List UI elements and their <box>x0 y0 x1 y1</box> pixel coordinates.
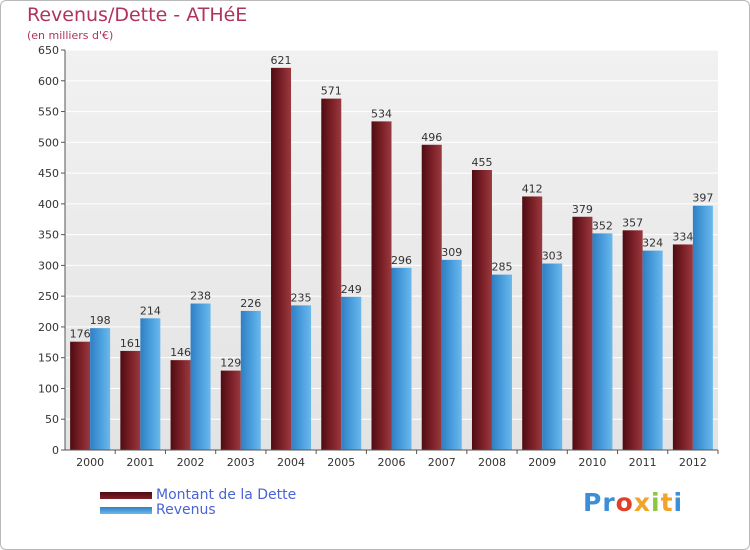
chart-subtitle: (en milliers d'€) <box>27 29 114 42</box>
data-label-revenus-2008: 285 <box>491 261 512 274</box>
x-tick-label: 2011 <box>629 456 657 469</box>
bar-dette-2009 <box>522 196 543 450</box>
proxiti-logo: Proxiti <box>583 488 683 517</box>
y-tick-label: 300 <box>38 259 59 272</box>
bar-revenus-2009 <box>542 263 563 450</box>
bar-dette-2001 <box>120 350 141 450</box>
y-tick-label: 250 <box>38 290 59 303</box>
y-tick-label: 350 <box>38 229 59 242</box>
data-label-dette-2010: 379 <box>572 203 593 216</box>
data-label-revenus-2006: 296 <box>391 254 412 267</box>
data-label-dette-2005: 571 <box>321 85 342 98</box>
x-tick-label: 2006 <box>378 456 406 469</box>
x-tick-label: 2001 <box>126 456 154 469</box>
bar-revenus-2007 <box>441 259 462 450</box>
x-tick-label: 2008 <box>478 456 506 469</box>
legend-item-dette: Montant de la Dette <box>100 487 296 503</box>
bar-dette-2000 <box>70 341 91 450</box>
bar-dette-2005 <box>321 98 342 450</box>
chart-title: Revenus/Dette - ATHéE <box>27 4 248 26</box>
y-tick-label: 200 <box>38 321 59 334</box>
x-tick-label: 2002 <box>177 456 205 469</box>
y-tick-label: 450 <box>38 167 59 180</box>
logo-letter: i <box>651 488 661 517</box>
data-label-revenus-2004: 235 <box>291 291 312 304</box>
data-label-revenus-2010: 352 <box>592 219 613 232</box>
legend-swatch-revenus <box>100 506 152 514</box>
bar-revenus-2012 <box>692 205 713 450</box>
bar-revenus-2004 <box>291 305 312 450</box>
y-tick-label: 50 <box>45 413 59 426</box>
x-tick-label: 2009 <box>528 456 556 469</box>
bar-revenus-2008 <box>491 274 512 450</box>
bar-dette-2011 <box>622 230 643 450</box>
data-label-dette-2011: 357 <box>622 216 643 229</box>
y-tick-label: 550 <box>38 106 59 119</box>
bar-revenus-2006 <box>391 267 412 450</box>
y-tick-label: 150 <box>38 352 59 365</box>
y-tick-label: 400 <box>38 198 59 211</box>
bar-dette-2002 <box>170 360 191 450</box>
logo-letter: o <box>615 488 634 517</box>
data-label-dette-2003: 129 <box>220 357 241 370</box>
bar-revenus-2005 <box>341 296 362 450</box>
data-label-dette-2007: 496 <box>421 131 442 144</box>
bar-dette-2012 <box>672 244 693 450</box>
y-tick-label: 650 <box>38 44 59 57</box>
legend-label-revenus: Revenus <box>156 502 216 518</box>
data-label-revenus-2005: 249 <box>341 283 362 296</box>
x-tick-label: 2010 <box>578 456 606 469</box>
x-tick-label: 2005 <box>327 456 355 469</box>
x-tick-label: 2004 <box>277 456 305 469</box>
bar-revenus-2003 <box>240 310 261 450</box>
bar-dette-2004 <box>271 67 292 450</box>
legend-label-dette: Montant de la Dette <box>156 487 297 503</box>
data-label-revenus-2003: 226 <box>240 297 261 310</box>
data-label-dette-2000: 176 <box>70 328 91 341</box>
data-label-dette-2002: 146 <box>170 346 191 359</box>
legend-swatch-dette <box>100 491 152 499</box>
data-label-revenus-2009: 303 <box>542 250 563 263</box>
data-label-revenus-2000: 198 <box>90 314 111 327</box>
bar-dette-2003 <box>220 370 241 450</box>
data-label-dette-2004: 621 <box>271 54 292 67</box>
bar-revenus-2002 <box>190 303 211 450</box>
x-tick-label: 2000 <box>76 456 104 469</box>
bar-dette-2008 <box>471 170 492 450</box>
x-tick-label: 2003 <box>227 456 255 469</box>
logo-letter: t <box>660 488 674 517</box>
y-tick-label: 500 <box>38 136 59 149</box>
y-tick-label: 600 <box>38 75 59 88</box>
bar-revenus-2001 <box>140 318 161 450</box>
logo-letter: x <box>633 488 651 517</box>
x-tick-label: 2012 <box>679 456 707 469</box>
x-tick-label: 2007 <box>428 456 456 469</box>
data-label-revenus-2007: 309 <box>441 246 462 259</box>
bar-dette-2007 <box>421 144 442 450</box>
data-label-revenus-2002: 238 <box>190 290 211 303</box>
bar-chart: 0 50 100 150 200 250 300 350 400 450 500 550 600 650 2… <box>38 44 719 469</box>
bar-revenus-2000 <box>90 328 111 450</box>
data-label-revenus-2011: 324 <box>642 237 663 250</box>
y-tick-label: 100 <box>38 382 59 395</box>
bar-revenus-2011 <box>642 250 663 450</box>
data-label-dette-2006: 534 <box>371 107 392 120</box>
bar-dette-2006 <box>371 121 392 450</box>
logo-letter: i <box>673 488 684 517</box>
data-label-revenus-2001: 214 <box>140 304 161 317</box>
logo-letter: P <box>583 488 603 517</box>
data-label-dette-2001: 161 <box>120 337 141 350</box>
logo-letter: r <box>602 488 616 517</box>
bar-revenus-2010 <box>592 233 613 450</box>
data-label-dette-2009: 412 <box>522 182 543 195</box>
data-label-dette-2012: 334 <box>672 230 693 243</box>
y-tick-label: 0 <box>52 444 59 457</box>
bar-dette-2010 <box>572 216 593 450</box>
data-label-revenus-2012: 397 <box>692 192 713 205</box>
legend-item-revenus: Revenus <box>100 502 216 518</box>
data-label-dette-2008: 455 <box>471 156 492 169</box>
